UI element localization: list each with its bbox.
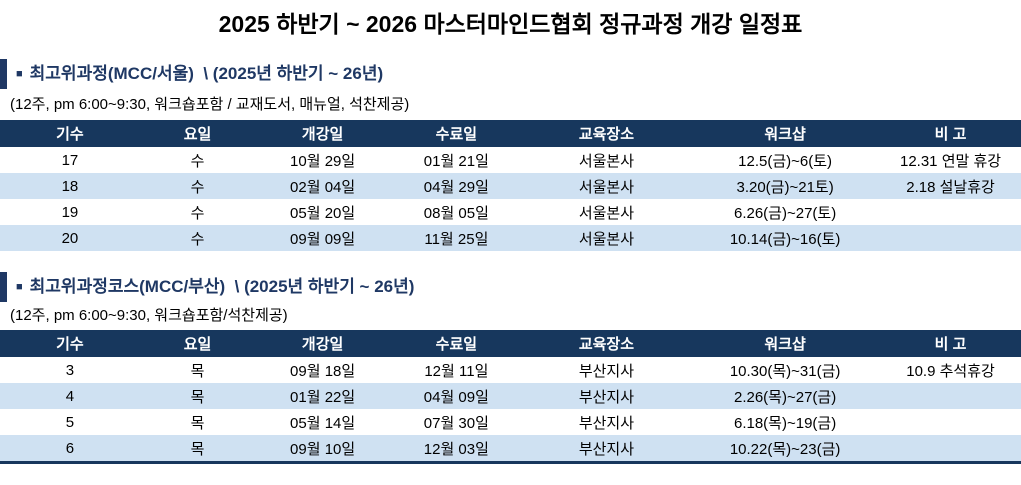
cell-location: 부산지사 [522,409,691,435]
table-row: 19 수 05월 20일 08월 05일 서울본사 6.26(금)~27(토) [0,199,1021,225]
section-title-busan: 최고위과정코스(MCC/부산) \ (2025년 하반기 ~ 26년) [29,277,415,296]
cell-workshop: 10.22(목)~23(금) [690,435,881,463]
cell-day: 수 [139,147,256,173]
cell-start-date: 09월 10일 [255,435,390,463]
cell-day: 수 [139,225,256,251]
column-header-day: 요일 [139,330,256,357]
cell-location: 부산지사 [522,357,691,383]
cell-cohort: 6 [0,435,140,463]
cell-end-date: 11월 25일 [390,225,523,251]
cell-cohort: 3 [0,357,140,383]
cell-end-date: 07월 30일 [390,409,523,435]
table-row: 6 목 09월 10일 12월 03일 부산지사 10.22(목)~23(금) [0,435,1021,463]
section-title-seoul: 최고위과정(MCC/서울) \ (2025년 하반기 ~ 26년) [29,64,384,83]
column-header-day: 요일 [139,120,256,147]
cell-workshop: 2.26(목)~27(금) [690,383,881,409]
cell-note: 10.9 추석휴강 [880,357,1021,383]
section-accent-bar [0,59,7,89]
table-row: 3 목 09월 18일 12월 11일 부산지사 10.30(목)~31(금) … [0,357,1021,383]
cell-location: 서울본사 [522,225,691,251]
cell-workshop: 6.26(금)~27(토) [690,199,881,225]
cell-cohort: 4 [0,383,140,409]
cell-note: 2.18 설날휴강 [880,173,1021,199]
cell-note [880,225,1021,251]
cell-location: 서울본사 [522,173,691,199]
cell-location: 서울본사 [522,147,691,173]
cell-note [880,383,1021,409]
column-header-cohort: 기수 [0,120,140,147]
cell-location: 서울본사 [522,199,691,225]
section-subtitle-busan: (12주, pm 6:00~9:30, 워크숍포함/석찬제공) [10,307,288,324]
table-row: 20 수 09월 09일 11월 25일 서울본사 10.14(금)~16(토) [0,225,1021,251]
cell-location: 부산지사 [522,383,691,409]
section-subtitle-seoul: (12주, pm 6:00~9:30, 워크숍포함 / 교재도서, 매뉴얼, 석… [10,96,410,113]
cell-day: 목 [139,357,256,383]
column-header-note: 비 고 [880,120,1021,147]
section-bullet-icon: ■ [16,281,23,293]
cell-start-date: 01월 22일 [255,383,390,409]
schedule-table-seoul: 기수 요일 개강일 수료일 교육장소 워크샵 비 고 17 수 10월 29일 … [0,120,1021,251]
cell-start-date: 05월 20일 [255,199,390,225]
schedule-table-busan: 기수 요일 개강일 수료일 교육장소 워크샵 비 고 3 목 09월 18일 1… [0,330,1021,464]
cell-note [880,199,1021,225]
cell-workshop: 10.30(목)~31(금) [690,357,881,383]
section-header-busan: ■ 최고위과정코스(MCC/부산) \ (2025년 하반기 ~ 26년) [0,272,1021,302]
cell-note [880,435,1021,463]
cell-end-date: 01월 21일 [390,147,523,173]
table-row: 18 수 02월 04일 04월 29일 서울본사 3.20(금)~21토) 2… [0,173,1021,199]
cell-day: 수 [139,173,256,199]
table-header-row: 기수 요일 개강일 수료일 교육장소 워크샵 비 고 [0,120,1021,147]
column-header-start-date: 개강일 [255,120,390,147]
cell-cohort: 18 [0,173,140,199]
column-header-location: 교육장소 [522,120,691,147]
column-header-start-date: 개강일 [255,330,390,357]
cell-start-date: 05월 14일 [255,409,390,435]
cell-end-date: 12월 11일 [390,357,523,383]
cell-cohort: 5 [0,409,140,435]
cell-start-date: 10월 29일 [255,147,390,173]
cell-workshop: 3.20(금)~21토) [690,173,881,199]
table-row: 17 수 10월 29일 01월 21일 서울본사 12.5(금)~6(토) 1… [0,147,1021,173]
column-header-end-date: 수료일 [390,120,523,147]
cell-start-date: 09월 18일 [255,357,390,383]
cell-end-date: 08월 05일 [390,199,523,225]
cell-start-date: 02월 04일 [255,173,390,199]
cell-end-date: 04월 09일 [390,383,523,409]
cell-start-date: 09월 09일 [255,225,390,251]
cell-day: 수 [139,199,256,225]
cell-cohort: 17 [0,147,140,173]
cell-workshop: 12.5(금)~6(토) [690,147,881,173]
cell-location: 부산지사 [522,435,691,463]
cell-note [880,409,1021,435]
column-header-workshop: 워크샵 [690,330,881,357]
cell-end-date: 04월 29일 [390,173,523,199]
section-bullet-icon: ■ [16,68,23,80]
cell-workshop: 10.14(금)~16(토) [690,225,881,251]
cell-day: 목 [139,435,256,463]
cell-cohort: 20 [0,225,140,251]
column-header-end-date: 수료일 [390,330,523,357]
cell-note: 12.31 연말 휴강 [880,147,1021,173]
column-header-workshop: 워크샵 [690,120,881,147]
table-row: 4 목 01월 22일 04월 09일 부산지사 2.26(목)~27(금) [0,383,1021,409]
cell-end-date: 12월 03일 [390,435,523,463]
column-header-location: 교육장소 [522,330,691,357]
table-row: 5 목 05월 14일 07월 30일 부산지사 6.18(목)~19(금) [0,409,1021,435]
page-title: 2025 하반기 ~ 2026 마스터마인드협회 정규과정 개강 일정표 [218,11,803,37]
cell-day: 목 [139,409,256,435]
column-header-cohort: 기수 [0,330,140,357]
section-accent-bar [0,272,7,302]
cell-cohort: 19 [0,199,140,225]
column-header-note: 비 고 [880,330,1021,357]
cell-workshop: 6.18(목)~19(금) [690,409,881,435]
section-header-seoul: ■ 최고위과정(MCC/서울) \ (2025년 하반기 ~ 26년) [0,59,1021,89]
table-header-row: 기수 요일 개강일 수료일 교육장소 워크샵 비 고 [0,330,1021,357]
cell-day: 목 [139,383,256,409]
